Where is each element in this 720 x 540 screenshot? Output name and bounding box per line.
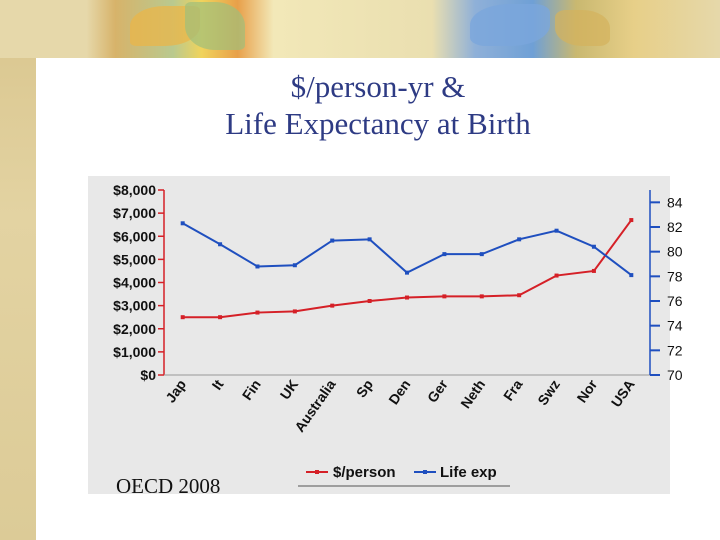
data-point bbox=[479, 252, 484, 257]
category-label: Swz bbox=[534, 377, 563, 408]
data-point bbox=[442, 252, 447, 257]
leaf-decoration bbox=[555, 10, 610, 46]
data-point bbox=[180, 221, 185, 226]
data-point bbox=[218, 242, 223, 247]
left-axis-tick-label: $7,000 bbox=[113, 205, 156, 221]
decorative-sidebar bbox=[0, 0, 36, 540]
category-label: USA bbox=[608, 377, 638, 410]
category-label: Den bbox=[385, 377, 413, 408]
title-line-1: $/person-yr & bbox=[290, 69, 466, 104]
legend-label-cost: $/person bbox=[333, 464, 396, 481]
data-point bbox=[180, 315, 185, 320]
series-line bbox=[182, 222, 632, 276]
category-label: Neth bbox=[457, 377, 488, 412]
left-axis-tick-label: $1,000 bbox=[113, 344, 156, 360]
left-axis-tick-label: $4,000 bbox=[113, 275, 156, 291]
legend-marker-cost bbox=[315, 470, 319, 474]
left-axis-tick-label: $6,000 bbox=[113, 228, 156, 244]
legend-label-life: Life exp bbox=[440, 464, 497, 481]
right-axis-tick-label: 70 bbox=[667, 367, 683, 383]
right-axis-tick-label: 82 bbox=[667, 219, 683, 235]
data-point bbox=[330, 303, 335, 308]
category-label: UK bbox=[277, 377, 302, 403]
data-point bbox=[218, 315, 223, 320]
left-axis-tick-label: $5,000 bbox=[113, 251, 156, 267]
data-point bbox=[405, 270, 409, 275]
right-axis-tick-label: 78 bbox=[667, 268, 683, 284]
data-point bbox=[479, 294, 484, 299]
category-label: Nor bbox=[573, 376, 600, 405]
right-axis-tick-label: 72 bbox=[667, 342, 683, 358]
category-label: Sp bbox=[353, 377, 376, 401]
chart-area bbox=[88, 176, 670, 494]
data-point bbox=[591, 244, 596, 249]
left-axis-tick-label: $8,000 bbox=[113, 182, 156, 198]
data-point bbox=[554, 273, 559, 278]
left-axis-tick-label: $0 bbox=[140, 367, 156, 383]
data-point bbox=[517, 293, 522, 298]
data-point bbox=[292, 263, 297, 268]
data-point bbox=[255, 310, 260, 315]
data-point bbox=[554, 228, 559, 233]
leaf-decoration bbox=[185, 2, 245, 50]
decorative-banner bbox=[0, 0, 720, 58]
data-point bbox=[629, 218, 634, 223]
source-label: OECD 2008 bbox=[116, 474, 221, 498]
data-point bbox=[367, 299, 372, 303]
category-label: Fra bbox=[500, 376, 526, 403]
right-axis-tick-label: 84 bbox=[667, 194, 683, 210]
data-point bbox=[517, 237, 522, 242]
category-label: Fin bbox=[239, 377, 264, 403]
data-point bbox=[330, 238, 335, 243]
data-point bbox=[629, 273, 634, 278]
data-point bbox=[405, 295, 409, 300]
category-label: It bbox=[209, 376, 227, 392]
data-point bbox=[591, 268, 596, 273]
data-point bbox=[442, 294, 447, 299]
legend-marker-life bbox=[423, 470, 427, 474]
leaf-decoration bbox=[470, 4, 550, 46]
title-line-2: Life Expectancy at Birth bbox=[225, 106, 531, 141]
right-axis-tick-label: 80 bbox=[667, 244, 683, 260]
category-label: Ger bbox=[424, 376, 451, 405]
right-axis-tick-label: 74 bbox=[667, 318, 683, 334]
right-axis-tick-label: 76 bbox=[667, 293, 683, 309]
slide-title: $/person-yr & Life Expectancy at Birth bbox=[36, 68, 720, 142]
data-point bbox=[292, 309, 297, 314]
data-point bbox=[367, 237, 372, 242]
category-label: Jap bbox=[162, 377, 189, 406]
left-axis-tick-label: $3,000 bbox=[113, 298, 156, 314]
left-axis-tick-label: $2,000 bbox=[113, 321, 156, 337]
data-point bbox=[255, 264, 260, 269]
